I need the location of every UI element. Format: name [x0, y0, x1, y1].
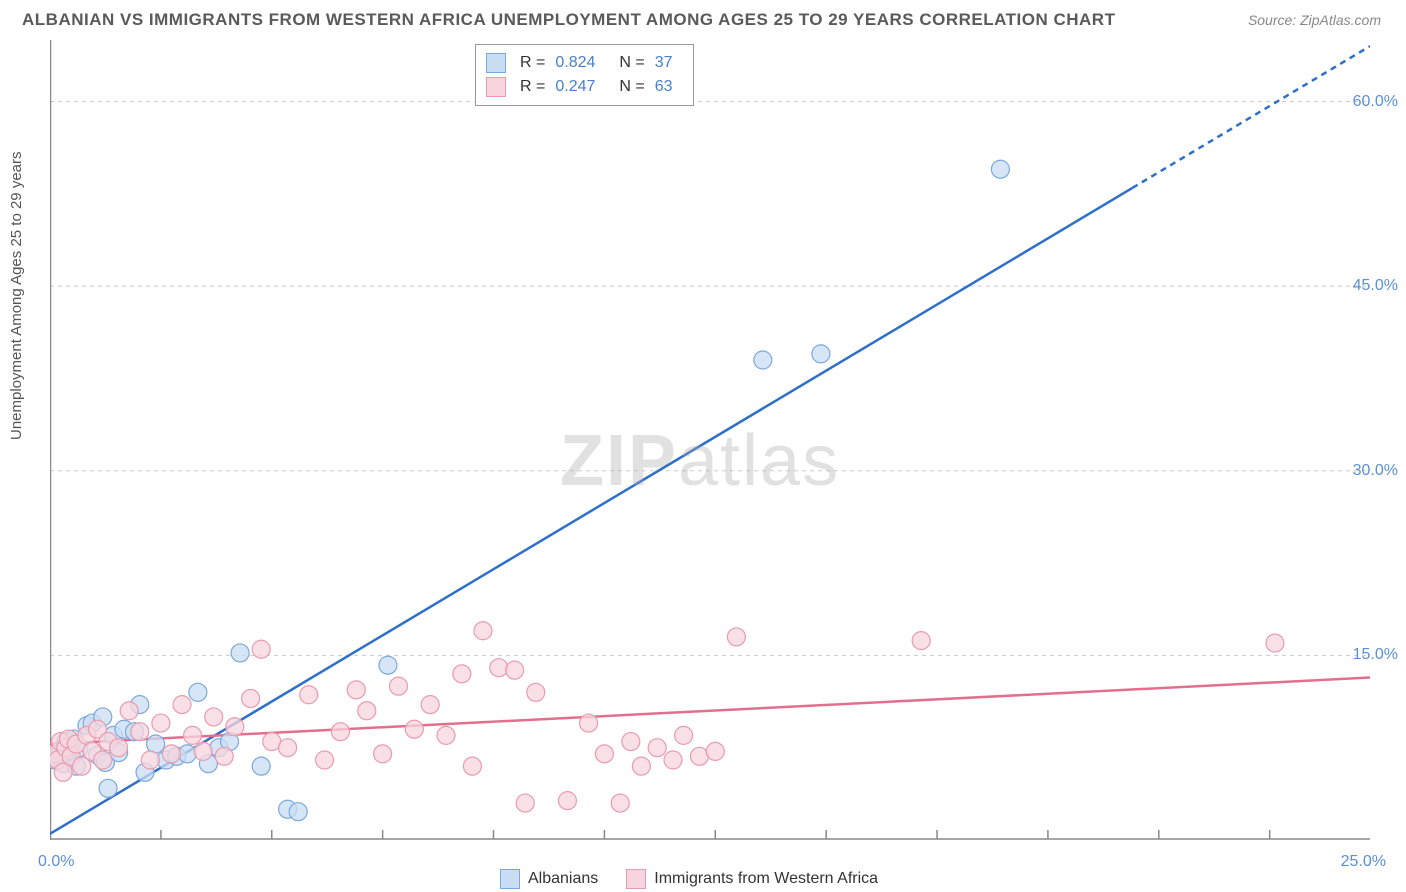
legend-swatch [626, 869, 646, 889]
y-tick-label: 45.0% [1353, 277, 1398, 295]
legend-swatch [486, 77, 506, 97]
y-tick-label: 15.0% [1353, 646, 1398, 664]
chart-title: ALBANIAN VS IMMIGRANTS FROM WESTERN AFRI… [22, 10, 1115, 30]
y-tick-label: 60.0% [1353, 93, 1398, 111]
r-label: R = [520, 78, 545, 96]
y-axis-label: Unemployment Among Ages 25 to 29 years [8, 151, 25, 440]
r-label: R = [520, 54, 545, 72]
n-value: 37 [655, 54, 673, 72]
x-axis-max-label: 25.0% [1341, 853, 1386, 871]
legend-swatch [500, 869, 520, 889]
correlation-legend-row: R = 0.824 N = 37 [486, 51, 683, 75]
series-legend-item: Immigrants from Western Africa [626, 869, 878, 889]
source-attribution: Source: ZipAtlas.com [1248, 12, 1381, 28]
y-tick-label: 30.0% [1353, 462, 1398, 480]
correlation-legend-row: R = 0.247 N = 63 [486, 75, 683, 99]
series-legend: Albanians Immigrants from Western Africa [500, 869, 898, 889]
scatter-plot [50, 40, 1370, 840]
series-name: Albanians [528, 870, 598, 888]
series-legend-item: Albanians [500, 869, 598, 889]
n-value: 63 [655, 78, 673, 96]
series-name: Immigrants from Western Africa [654, 870, 878, 888]
x-axis-origin-label: 0.0% [38, 853, 74, 871]
legend-swatch [486, 53, 506, 73]
n-label: N = [619, 54, 644, 72]
correlation-legend: R = 0.824 N = 37 R = 0.247 N = 63 [475, 44, 694, 106]
r-value: 0.247 [555, 78, 595, 96]
n-label: N = [619, 78, 644, 96]
r-value: 0.824 [555, 54, 595, 72]
